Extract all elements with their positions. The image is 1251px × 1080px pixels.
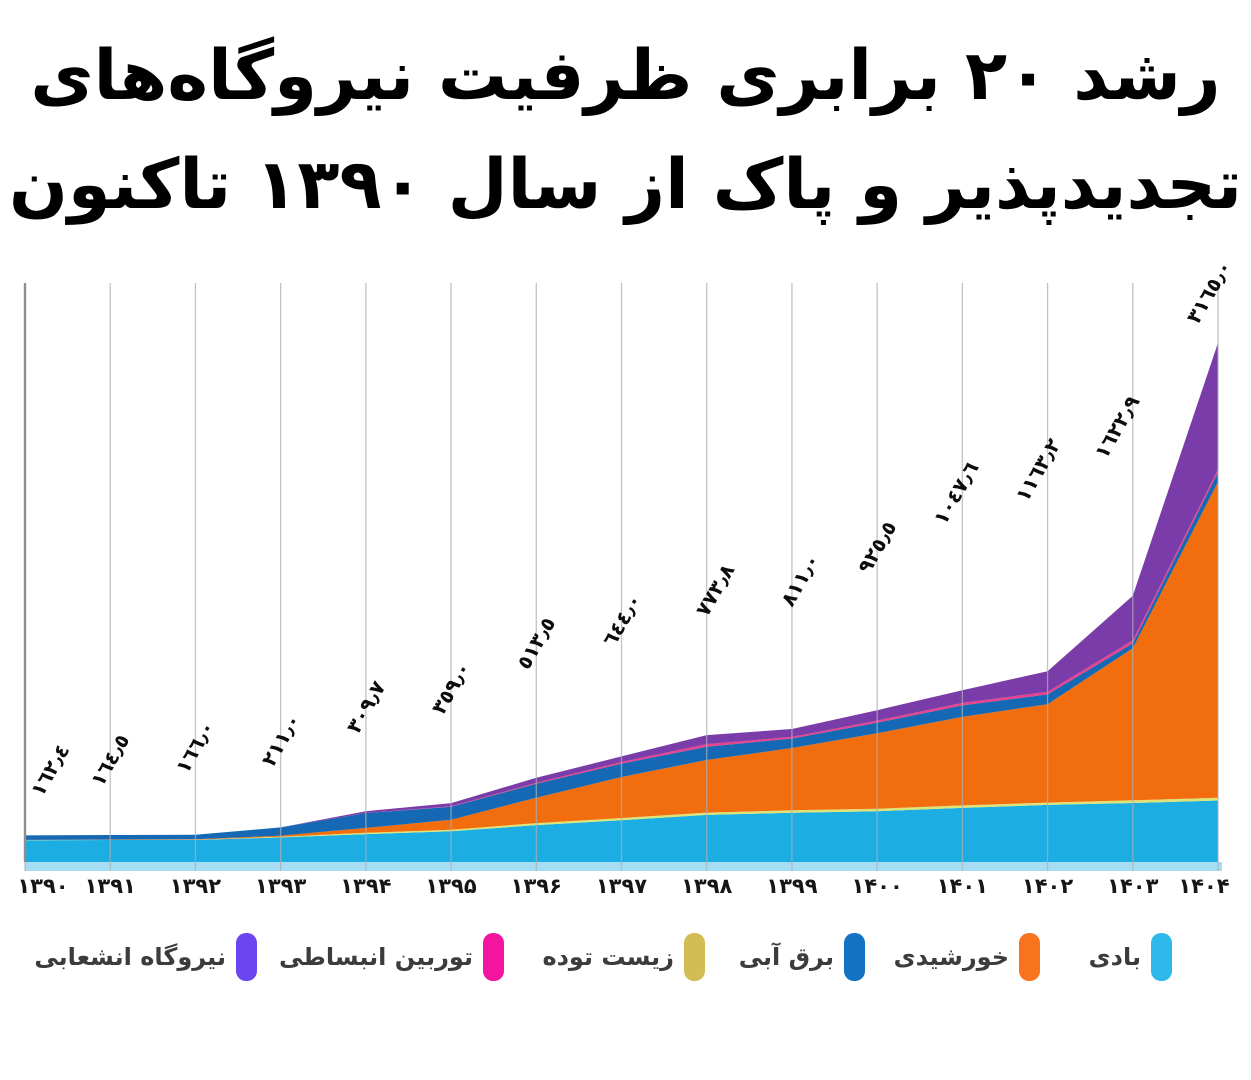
legend-label: توربین انبساطی: [279, 943, 473, 971]
legend-swatch: [236, 933, 257, 981]
x-tick-label: ۱۴۰۰: [851, 874, 903, 898]
x-tick-label: ۱۳۹۹: [766, 874, 818, 898]
legend-item-5: نیروگاه انشعابی: [34, 933, 257, 981]
legend-label: نیروگاه انشعابی: [34, 943, 226, 971]
chart-title-line1: رشد ۲۰ برابری ظرفیت نیروگاه‌های: [30, 36, 1221, 116]
legend-swatch: [1151, 933, 1172, 981]
x-tick-label: ۱۳۹۸: [681, 874, 733, 898]
x-tick-label: ۱۳۹۷: [595, 874, 648, 898]
x-tick-label: ۱۳۹۵: [425, 874, 477, 898]
x-tick-label: ۱۴۰۴: [1178, 874, 1230, 898]
x-tick-label: ۱۴۰۳: [1107, 874, 1159, 898]
legend-swatch: [483, 933, 504, 981]
chart-title: رشد ۲۰ برابری ظرفیت نیروگاه‌های تجدیدپذی…: [0, 22, 1251, 240]
x-tick-label: ۱۳۹۲: [169, 874, 222, 898]
legend-item-4: توربین انبساطی: [279, 933, 504, 981]
x-tick-label: ۱۳۹۴: [340, 874, 392, 898]
x-tick-label: ۱۳۹۶: [510, 874, 562, 898]
legend-label: زیست توده: [542, 943, 674, 971]
chart-title-line2: تجدیدپذیر و پاک از سال ۱۳۹۰ تاکنون: [8, 145, 1243, 226]
legend-label: بادی: [1088, 943, 1141, 971]
legend-item-1: خورشیدی: [894, 933, 1040, 981]
baseline-strip: [25, 862, 1222, 871]
x-tick-label: ۱۳۹۱: [84, 874, 136, 898]
x-tick-label: ۱۳۹۳: [255, 874, 307, 898]
legend-item-3: زیست توده: [542, 933, 705, 981]
x-tick-label: ۱۴۰۲: [1021, 874, 1074, 898]
legend-item-2: برق آبی: [739, 933, 865, 981]
legend-swatch: [684, 933, 705, 981]
legend-swatch: [844, 933, 865, 981]
legend-label: خورشیدی: [893, 943, 1009, 971]
x-tick-label: ۱۴۰۱: [936, 874, 988, 898]
legend-label: برق آبی: [738, 943, 834, 971]
area-series-2: [25, 482, 1218, 840]
legend-item-0: بادی: [1089, 933, 1172, 981]
legend-swatch: [1019, 933, 1040, 981]
x-tick-label: ۱۳۹۰: [17, 874, 69, 898]
